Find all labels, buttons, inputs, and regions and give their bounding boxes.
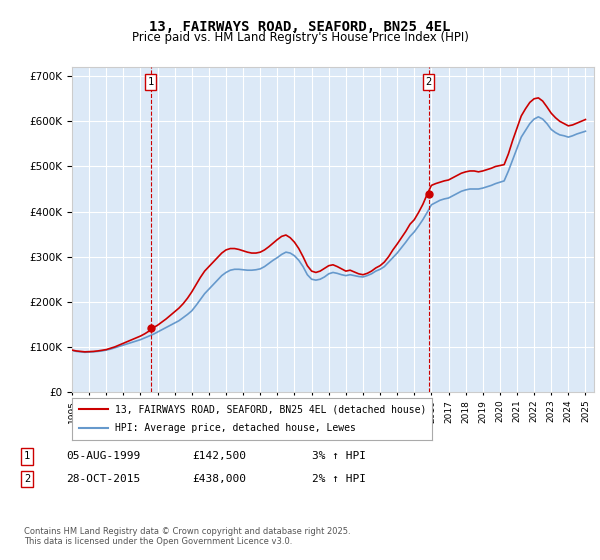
Text: 1: 1 bbox=[24, 451, 30, 461]
Text: 05-AUG-1999: 05-AUG-1999 bbox=[66, 451, 140, 461]
Text: 13, FAIRWAYS ROAD, SEAFORD, BN25 4EL (detached house): 13, FAIRWAYS ROAD, SEAFORD, BN25 4EL (de… bbox=[115, 404, 427, 414]
Text: £438,000: £438,000 bbox=[192, 474, 246, 484]
Text: 13, FAIRWAYS ROAD, SEAFORD, BN25 4EL: 13, FAIRWAYS ROAD, SEAFORD, BN25 4EL bbox=[149, 20, 451, 34]
Text: HPI: Average price, detached house, Lewes: HPI: Average price, detached house, Lewe… bbox=[115, 423, 356, 433]
Text: Price paid vs. HM Land Registry's House Price Index (HPI): Price paid vs. HM Land Registry's House … bbox=[131, 31, 469, 44]
Text: Contains HM Land Registry data © Crown copyright and database right 2025.
This d: Contains HM Land Registry data © Crown c… bbox=[24, 526, 350, 546]
Text: 1: 1 bbox=[148, 77, 154, 87]
Text: 2: 2 bbox=[24, 474, 30, 484]
Text: £142,500: £142,500 bbox=[192, 451, 246, 461]
Text: 28-OCT-2015: 28-OCT-2015 bbox=[66, 474, 140, 484]
Text: 2% ↑ HPI: 2% ↑ HPI bbox=[312, 474, 366, 484]
Text: 2: 2 bbox=[425, 77, 431, 87]
Text: 3% ↑ HPI: 3% ↑ HPI bbox=[312, 451, 366, 461]
